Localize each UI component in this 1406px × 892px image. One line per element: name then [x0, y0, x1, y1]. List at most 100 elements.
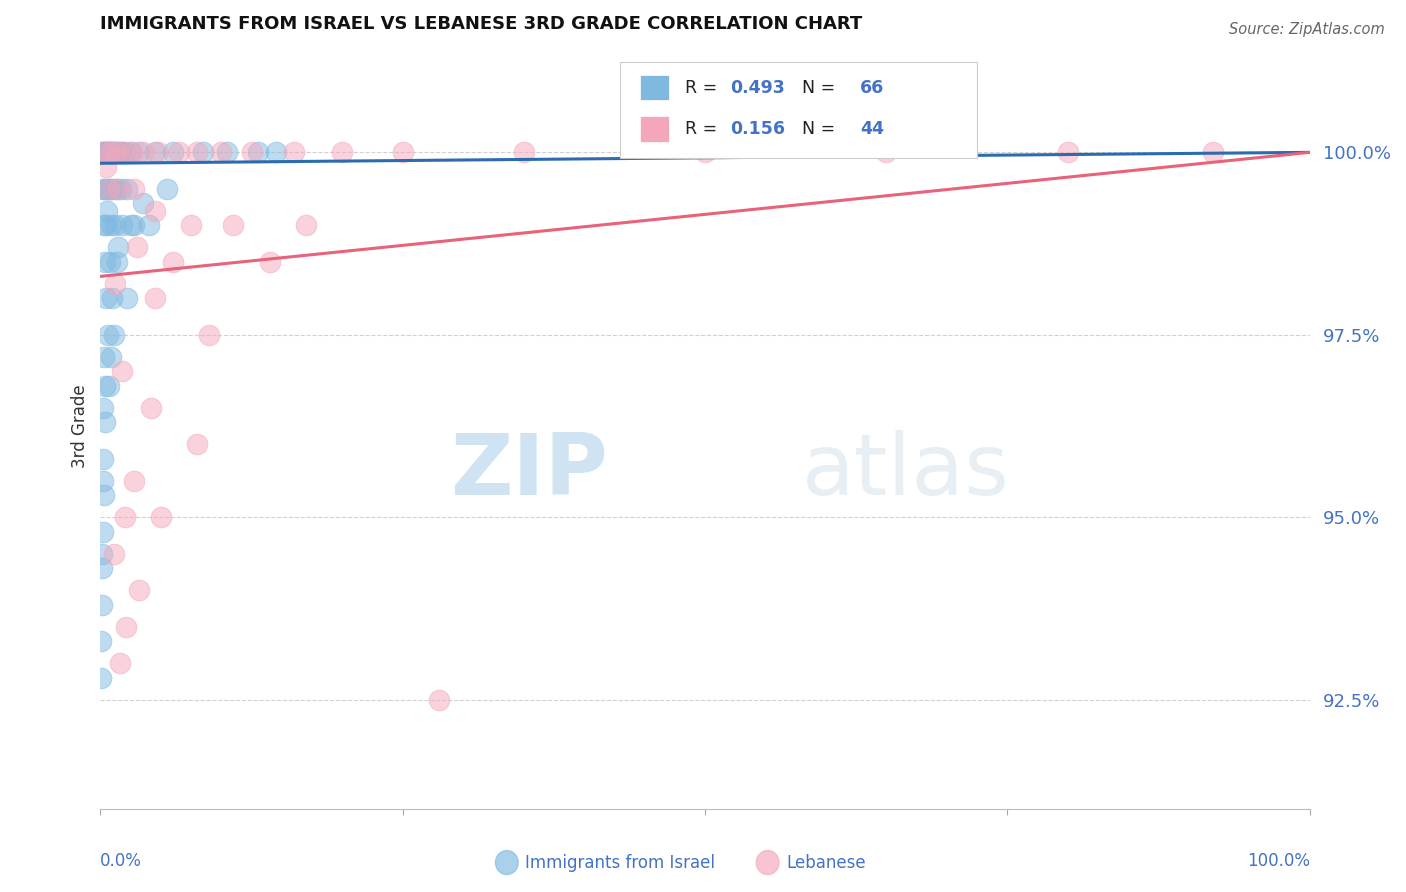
Point — [283, 145, 305, 160]
Point — [693, 145, 716, 160]
Point — [876, 145, 898, 160]
Text: 0.0%: 0.0% — [100, 852, 142, 870]
Point — [162, 145, 184, 160]
Point — [104, 145, 127, 160]
Point — [198, 327, 221, 342]
Point — [112, 145, 135, 160]
Text: 66: 66 — [860, 78, 884, 96]
Text: IMMIGRANTS FROM ISRAEL VS LEBANESE 3RD GRADE CORRELATION CHART: IMMIGRANTS FROM ISRAEL VS LEBANESE 3RD G… — [100, 15, 863, 33]
Point — [141, 401, 163, 415]
Point — [103, 547, 125, 561]
Point — [97, 327, 120, 342]
Point — [105, 254, 128, 268]
Point — [93, 145, 115, 160]
Point — [90, 671, 112, 685]
Point — [264, 145, 287, 160]
Point — [156, 182, 179, 196]
Point — [93, 145, 115, 160]
Point — [138, 219, 160, 233]
Point — [143, 145, 166, 160]
Point — [94, 182, 117, 196]
Point — [90, 547, 112, 561]
Point — [93, 488, 115, 502]
FancyBboxPatch shape — [640, 75, 669, 100]
FancyBboxPatch shape — [620, 62, 977, 158]
Point — [222, 219, 245, 233]
Point — [217, 145, 239, 160]
Point — [107, 182, 129, 196]
Point — [180, 219, 202, 233]
Text: R =: R = — [685, 120, 723, 138]
Point — [94, 415, 117, 429]
Point — [97, 145, 120, 160]
Point — [246, 145, 269, 160]
Point — [98, 182, 121, 196]
Point — [91, 474, 114, 488]
Point — [122, 474, 145, 488]
Point — [259, 254, 281, 268]
Point — [1057, 145, 1080, 160]
Point — [91, 561, 114, 575]
Point — [104, 277, 127, 291]
Point — [97, 182, 120, 196]
Point — [91, 145, 114, 160]
Point — [114, 619, 136, 633]
Point — [143, 291, 166, 305]
Point — [103, 327, 125, 342]
Point — [111, 219, 134, 233]
Point — [240, 145, 263, 160]
Point — [93, 451, 115, 466]
Point — [122, 182, 145, 196]
Point — [125, 240, 148, 254]
Circle shape — [495, 851, 519, 874]
Point — [108, 145, 131, 160]
Point — [94, 145, 117, 160]
Point — [148, 145, 170, 160]
Point — [186, 437, 208, 451]
Point — [121, 145, 143, 160]
Circle shape — [756, 851, 779, 874]
Point — [105, 145, 128, 160]
Point — [295, 219, 318, 233]
Point — [90, 598, 112, 612]
Point — [94, 145, 117, 160]
Point — [111, 145, 134, 160]
Point — [128, 145, 150, 160]
Text: R =: R = — [685, 78, 723, 96]
Point — [209, 145, 232, 160]
Text: 100.0%: 100.0% — [1247, 852, 1310, 870]
FancyBboxPatch shape — [640, 116, 669, 142]
Point — [100, 219, 122, 233]
Text: N =: N = — [792, 120, 841, 138]
Point — [186, 145, 208, 160]
Point — [427, 692, 450, 706]
Point — [91, 401, 114, 415]
Point — [128, 583, 150, 598]
Point — [107, 240, 129, 254]
Point — [162, 254, 184, 268]
Point — [91, 182, 114, 196]
Text: 44: 44 — [860, 120, 884, 138]
Point — [97, 182, 120, 196]
Point — [120, 145, 142, 160]
Point — [98, 254, 121, 268]
Text: Source: ZipAtlas.com: Source: ZipAtlas.com — [1229, 22, 1385, 37]
Point — [93, 219, 115, 233]
Point — [391, 145, 413, 160]
Point — [93, 350, 115, 364]
Point — [105, 145, 128, 160]
Point — [104, 219, 127, 233]
Point — [98, 145, 121, 160]
Point — [131, 196, 153, 211]
Point — [105, 182, 128, 196]
Text: 0.493: 0.493 — [731, 78, 785, 96]
Point — [101, 145, 124, 160]
Text: Lebanese: Lebanese — [786, 854, 866, 871]
Text: N =: N = — [792, 78, 841, 96]
Point — [120, 219, 142, 233]
Point — [131, 145, 153, 160]
Point — [96, 203, 118, 218]
Point — [122, 219, 145, 233]
Point — [1202, 145, 1225, 160]
Y-axis label: 3rd Grade: 3rd Grade — [72, 384, 89, 467]
